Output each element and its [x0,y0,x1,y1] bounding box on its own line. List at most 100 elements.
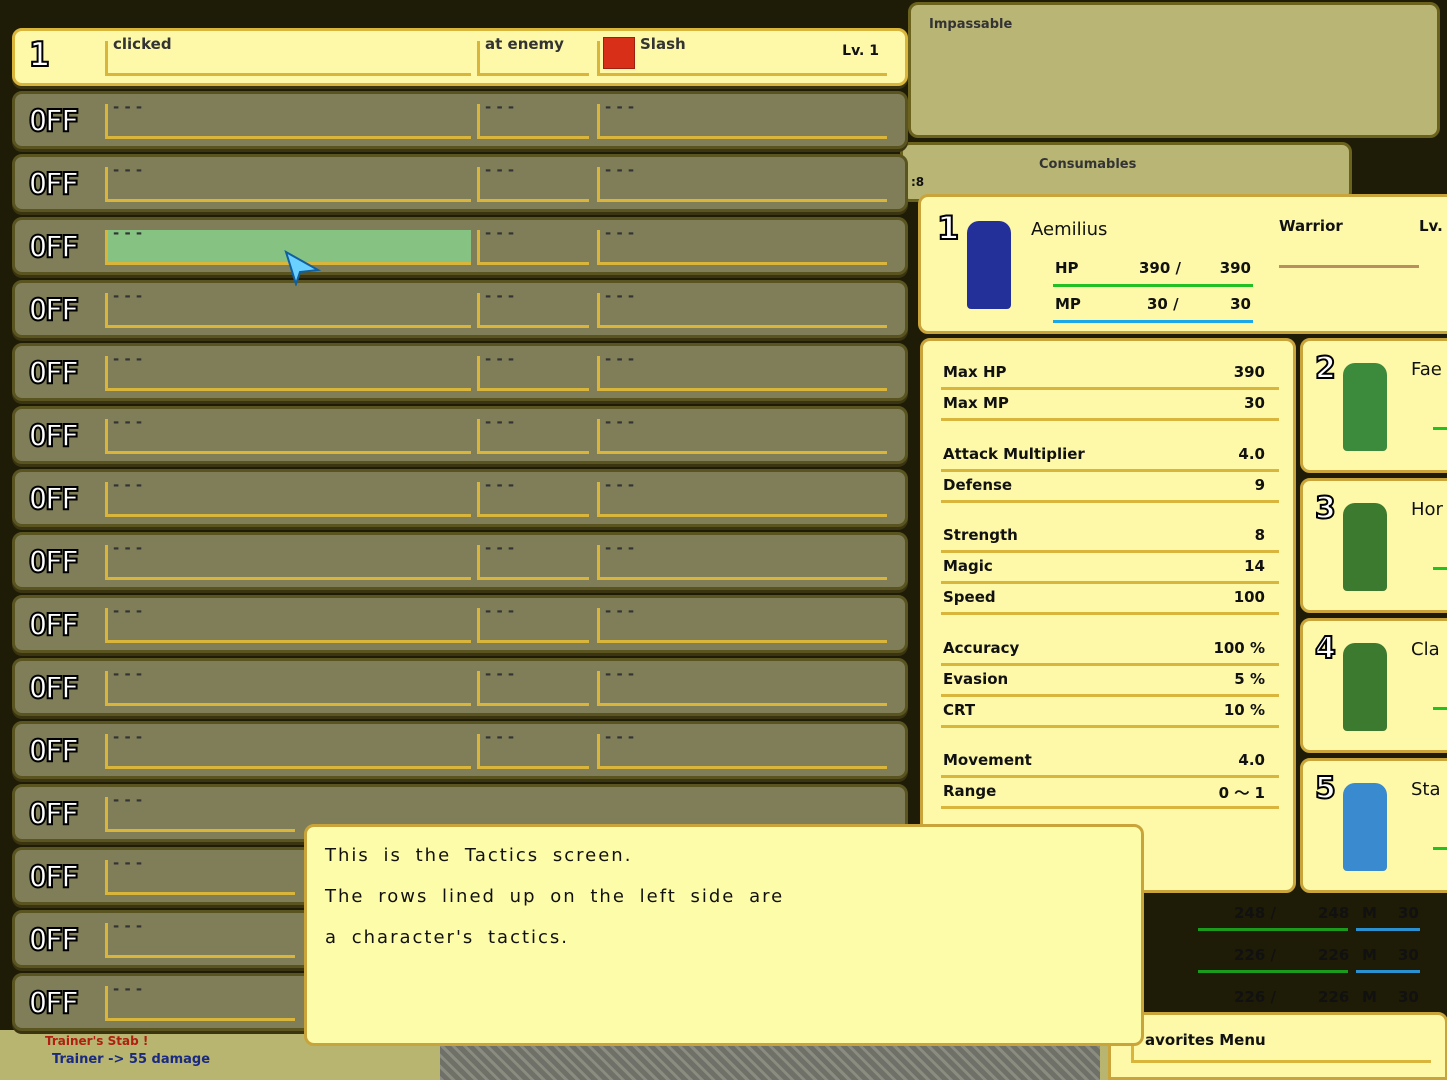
stat-label: Magic [943,557,993,575]
tactic-row[interactable]: OFF - - - - - - - - - [12,343,908,401]
condition-field[interactable]: - - - [105,98,471,139]
condition-field[interactable]: - - - [105,917,295,958]
tactic-row[interactable]: OFF - - - - - - - - - [12,469,908,527]
favorites-menu-button[interactable]: avorites Menu [1108,1012,1447,1080]
skill-field[interactable]: - - - [597,602,887,643]
condition-field[interactable]: - - - [105,665,471,706]
tactic-row[interactable]: OFF - - - - - - - - - [12,595,908,653]
tactic-row[interactable]: OFF - - - - - - - - - [12,217,908,275]
tactic-row[interactable]: OFF - - - - - - - - - [12,406,908,464]
target-field[interactable]: - - - [477,98,589,139]
party-mp-label: M [1362,988,1377,1006]
stat-row: Accuracy 100 % [941,635,1279,666]
condition-field[interactable]: - - - [105,602,471,643]
target-field[interactable]: - - - [477,728,589,769]
skill-field[interactable]: - - - [597,665,887,706]
party-hp-max: 248 [1318,904,1350,922]
impassable-panel: Impassable [908,2,1440,138]
character-sprite [1343,643,1387,731]
party-member-card[interactable]: 5 Sta [1300,758,1447,893]
condition-field[interactable]: - - - [105,476,471,517]
target-text: - - - [485,728,515,746]
stat-value: 390 [1233,363,1265,381]
target-field[interactable]: - - - [477,350,589,391]
target-field[interactable]: - - - [477,161,589,202]
skill-field[interactable]: - - - [597,224,887,265]
stat-row: CRT 10 % [941,697,1279,728]
tactic-row[interactable]: OFF - - - - - - - - - [12,532,908,590]
target-field[interactable]: - - - [477,602,589,643]
target-field[interactable]: - - - [477,287,589,328]
stat-value: 4.0 [1238,751,1265,769]
party-member-index: 2 [1314,350,1337,387]
condition-field[interactable]: - - - [105,224,471,265]
character-name: Aemilius [1031,219,1108,240]
condition-text: - - - [113,476,143,494]
stat-value: 0 ～ 1 [1218,784,1265,802]
condition-field[interactable]: - - - [105,980,295,1021]
condition-field[interactable]: clicked [105,35,471,76]
condition-field[interactable]: - - - [105,854,295,895]
condition-text: - - - [113,413,143,431]
skill-field[interactable]: - - - [597,161,887,202]
party-member-card[interactable]: 4 Cla [1300,618,1447,753]
party-member-card[interactable]: 3 Hor [1300,478,1447,613]
condition-field[interactable]: - - - [105,161,471,202]
skill-field[interactable]: - - - [597,98,887,139]
off-label: OFF [28,418,80,455]
skill-level: Lv. 1 [842,43,879,59]
hp-row: HP 390 / 390 [1053,257,1253,287]
party-hp-row: 248 / 248 M 30 [1190,900,1430,940]
tactic-row[interactable]: OFF - - - - - - - - - [12,721,908,779]
stat-label: Max MP [943,394,1009,412]
tactic-row[interactable]: OFF - - - - - - - - - [12,280,908,338]
target-field[interactable]: - - - [477,413,589,454]
target-field[interactable]: at enemy [477,35,589,76]
skill-field[interactable]: - - - [597,728,887,769]
stat-value: 100 % [1213,639,1265,657]
target-text: - - - [485,413,515,431]
tactic-row-selected[interactable]: 1 clicked at enemy Slash Lv. 1 [12,28,908,86]
stat-row: Magic 14 [941,553,1279,584]
condition-field[interactable]: - - - [105,539,471,580]
tutorial-dialog[interactable]: This is the Tactics screen. The rows lin… [304,824,1144,1046]
skill-field[interactable]: - - - [597,476,887,517]
stat-value: 9 [1254,476,1265,494]
consumables-tab[interactable]: Consumables:8 [900,142,1352,202]
target-text: - - - [485,224,515,242]
tactic-row[interactable]: OFF - - - - - - - - - [12,154,908,212]
condition-field[interactable]: - - - [105,350,471,391]
skill-field[interactable]: - - - [597,287,887,328]
character-index: 1 [936,208,960,248]
target-field[interactable]: - - - [477,665,589,706]
tactic-row[interactable]: OFF - - - - - - - - - [12,91,908,149]
skill-field[interactable]: Slash [597,35,887,76]
target-text: - - - [485,665,515,683]
stat-label: Speed [943,588,996,606]
condition-field[interactable]: - - - [105,728,471,769]
character-sprite [1343,363,1387,451]
condition-text: - - - [113,917,143,935]
character-card-main[interactable]: 1 Aemilius Warrior Lv. HP 390 / 390 MP 30 /… [918,194,1447,334]
hp-bar [1433,847,1447,850]
condition-field[interactable]: - - - [105,791,295,832]
target-field[interactable]: - - - [477,539,589,580]
off-label: OFF [28,733,80,770]
hp-bar [1198,928,1348,931]
skill-field[interactable]: - - - [597,350,887,391]
target-field[interactable]: - - - [477,476,589,517]
tactic-row[interactable]: OFF - - - - - - - - - [12,658,908,716]
target-field[interactable]: - - - [477,224,589,265]
condition-text: - - - [113,98,143,116]
condition-field[interactable]: - - - [105,287,471,328]
favorites-frame [1131,1029,1431,1063]
skill-field[interactable]: - - - [597,539,887,580]
off-label: OFF [28,355,80,392]
party-member-card[interactable]: 2 Fae [1300,338,1447,473]
condition-text: - - - [113,161,143,179]
party-hp-max: 226 [1318,946,1350,964]
skill-field[interactable]: - - - [597,413,887,454]
condition-field[interactable]: - - - [105,413,471,454]
condition-text: - - - [113,980,143,998]
target-text: - - - [485,602,515,620]
